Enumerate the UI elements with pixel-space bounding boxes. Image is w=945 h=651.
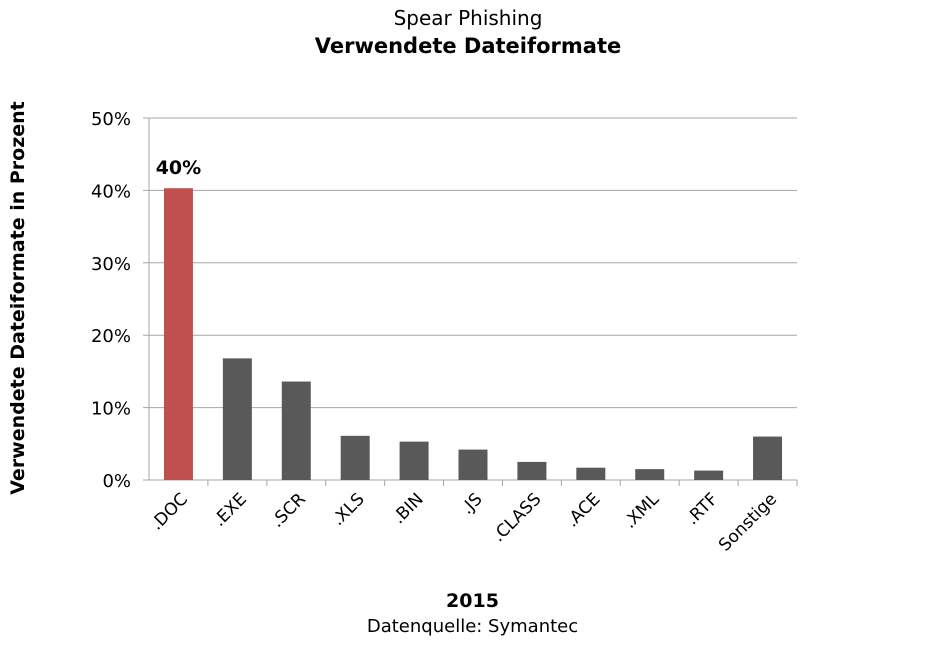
y-tick-label: 0% [102, 471, 131, 492]
bar [340, 435, 370, 480]
bar [399, 441, 429, 480]
bar [576, 467, 606, 480]
chart-title: Verwendete Dateiformate [314, 34, 622, 58]
category-label: .XLS [328, 489, 369, 530]
bar [753, 436, 783, 480]
category-label: .XML [620, 489, 664, 533]
bars [163, 188, 783, 480]
chart-subtitle: Spear Phishing [393, 6, 543, 30]
category-label: .BIN [389, 489, 428, 528]
category-label: .ACE [562, 489, 604, 531]
y-tick-label: 20% [91, 326, 131, 347]
category-label: .SCR [267, 489, 309, 531]
bar [222, 358, 252, 480]
source-note: Datenquelle: Symantec [366, 616, 579, 637]
bar [458, 449, 488, 480]
bar [163, 188, 193, 480]
axes [143, 117, 798, 486]
bar [694, 470, 724, 480]
category-label: .CLASS [489, 489, 546, 546]
category-label: .RTF [682, 489, 722, 529]
y-axis-title: Verwendete Dateiformate in Prozent [7, 101, 29, 494]
x-axis-title: 2015 [446, 590, 499, 612]
category-label: .DOC [147, 489, 192, 534]
category-label: Sonstige [715, 489, 781, 555]
data-label: 40% [156, 157, 201, 179]
y-tick-label: 10% [91, 399, 131, 420]
grid-lines [149, 117, 797, 409]
bar [281, 381, 311, 480]
y-tick-label: 40% [91, 181, 131, 202]
category-label: .EXE [210, 489, 251, 530]
bar [517, 461, 547, 480]
category-label: .JS [457, 489, 486, 518]
labels: 0% 10% 20% 30% 40% 50% .DOC .EXE .SCR .XLS .BIN .JS… [91, 109, 781, 555]
bar [635, 469, 665, 480]
y-tick-label: 50% [91, 109, 131, 130]
y-tick-label: 30% [91, 254, 131, 275]
